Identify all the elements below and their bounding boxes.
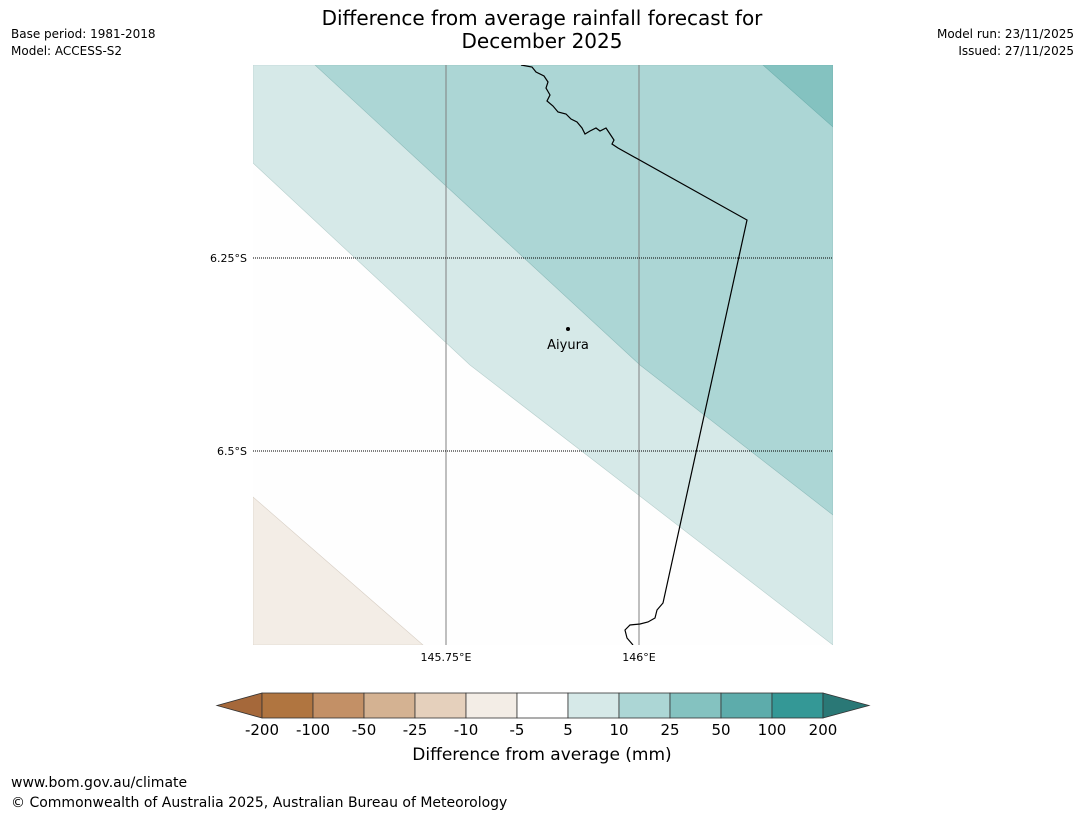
colorbar: -200 -100 -50 -25 -10 -5 5 10 25 50 100 200 (215, 692, 871, 739)
colorbar-swatch (567, 692, 620, 719)
lon-label-146E: 146°E (622, 651, 655, 664)
band-25-to-50 (762, 65, 833, 128)
colorbar-tick-label: -5 (510, 721, 525, 739)
aiyura-dot (566, 327, 570, 331)
title-line-1: Difference from average rainfall forecas… (321, 6, 763, 30)
run-info: Model run: 23/11/2025 Issued: 27/11/2025 (937, 26, 1074, 60)
province-boundary (520, 65, 748, 645)
colorbar-tick-label: -50 (352, 721, 377, 739)
colorbar-swatch (618, 692, 671, 719)
colorbar-extend-high (822, 692, 871, 719)
title-line-2: December 2025 (461, 29, 623, 53)
band-minus-10-to-minus-5 (253, 496, 424, 645)
lat-label-6-5S: 6.5°S (217, 445, 247, 458)
colorbar-tick-label: -100 (296, 721, 330, 739)
colorbar-tick-label: -25 (403, 721, 428, 739)
footer-url: www.bom.gov.au/climate (11, 775, 188, 791)
colorbar-tick-label: 50 (711, 721, 730, 739)
band-10-to-25 (314, 65, 833, 516)
colorbar-tick-label: -10 (454, 721, 479, 739)
colorbar-tick-label: 100 (758, 721, 787, 739)
colorbar-title: Difference from average (mm) (412, 745, 672, 765)
colorbar-swatch (414, 692, 467, 719)
place-label: Aiyura (547, 338, 589, 353)
colorbar-swatch (465, 692, 518, 719)
model-text: Model: ACCESS-S2 (11, 44, 123, 58)
lon-label-145-75E: 145.75°E (421, 651, 472, 664)
map-title: Difference from average rainfall forecas… (242, 7, 842, 53)
model-run-text: Model run: 23/11/2025 (936, 27, 1074, 41)
colorbar-swatch (363, 692, 416, 719)
colorbar-swatch (669, 692, 722, 719)
rainfall-map (253, 65, 833, 645)
colorbar-swatch (516, 692, 569, 719)
colorbar-tick-label: 10 (609, 721, 628, 739)
place-marker: Aiyura (547, 327, 589, 353)
colorbar-tick-label: 200 (809, 721, 838, 739)
colorbar-swatch (771, 692, 824, 719)
colorbar-swatch (720, 692, 773, 719)
colorbar-tick-label: 5 (563, 721, 573, 739)
footer-copyright: © Commonwealth of Australia 2025, Austra… (11, 795, 508, 811)
model-info: Base period: 1981-2018 Model: ACCESS-S2 (11, 26, 156, 60)
colorbar-tick-label: 25 (660, 721, 679, 739)
colorbar-tick-label: -200 (245, 721, 279, 739)
colorbar-swatch (261, 692, 314, 719)
lat-label-6-25S: 6.25°S (210, 252, 247, 265)
base-period-text: Base period: 1981-2018 (11, 27, 156, 41)
issued-text: Issued: 27/11/2025 (958, 44, 1074, 58)
colorbar-extend-low (215, 692, 263, 719)
colorbar-swatch (312, 692, 365, 719)
